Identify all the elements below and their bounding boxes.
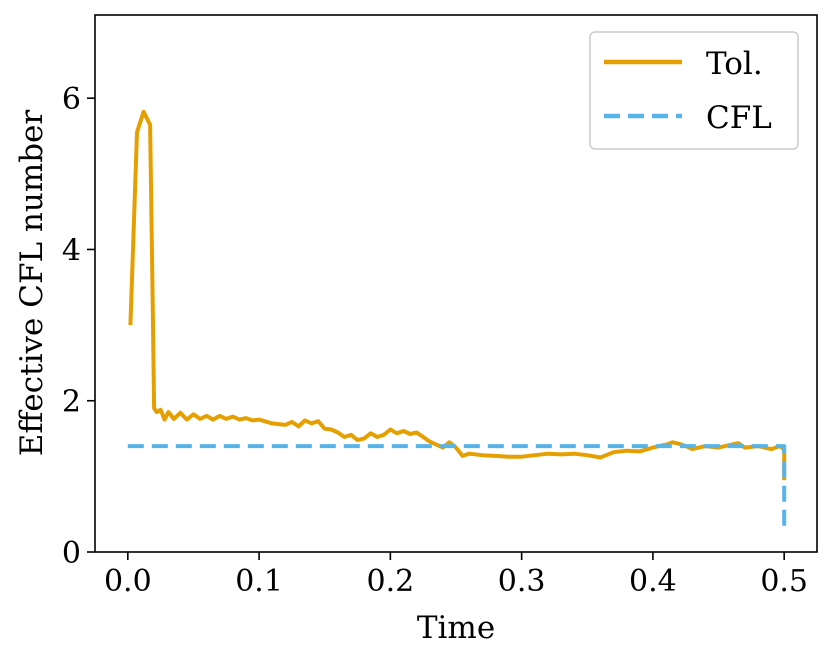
x-axis-ticks: 0.0 0.1 0.2 0.3 0.4 0.5 [104, 552, 808, 599]
y-tick-label: 6 [62, 82, 81, 117]
y-tick-label: 2 [62, 385, 81, 420]
x-tick-label: 0.1 [235, 564, 283, 599]
y-tick-label: 4 [62, 233, 81, 268]
x-axis-label: Time [417, 610, 495, 646]
x-tick-label: 0.0 [104, 564, 152, 599]
y-axis-label: Effective CFL number [14, 110, 50, 457]
series-line-cfl [127, 444, 787, 531]
series-line-tol [128, 109, 787, 481]
x-tick-label: 0.3 [498, 564, 546, 599]
x-tick-label: 0.5 [760, 564, 808, 599]
plot-frame [94, 14, 818, 553]
legend-label-cfl: CFL [706, 100, 772, 136]
y-tick-label: 0 [62, 536, 81, 571]
legend-label-tol: Tol. [706, 46, 763, 82]
legend: Tol. CFL [589, 31, 799, 150]
y-axis-ticks: 0 2 4 6 [62, 82, 95, 571]
x-tick-label: 0.4 [629, 564, 677, 599]
x-tick-label: 0.2 [367, 564, 415, 599]
series-layer [127, 109, 787, 531]
